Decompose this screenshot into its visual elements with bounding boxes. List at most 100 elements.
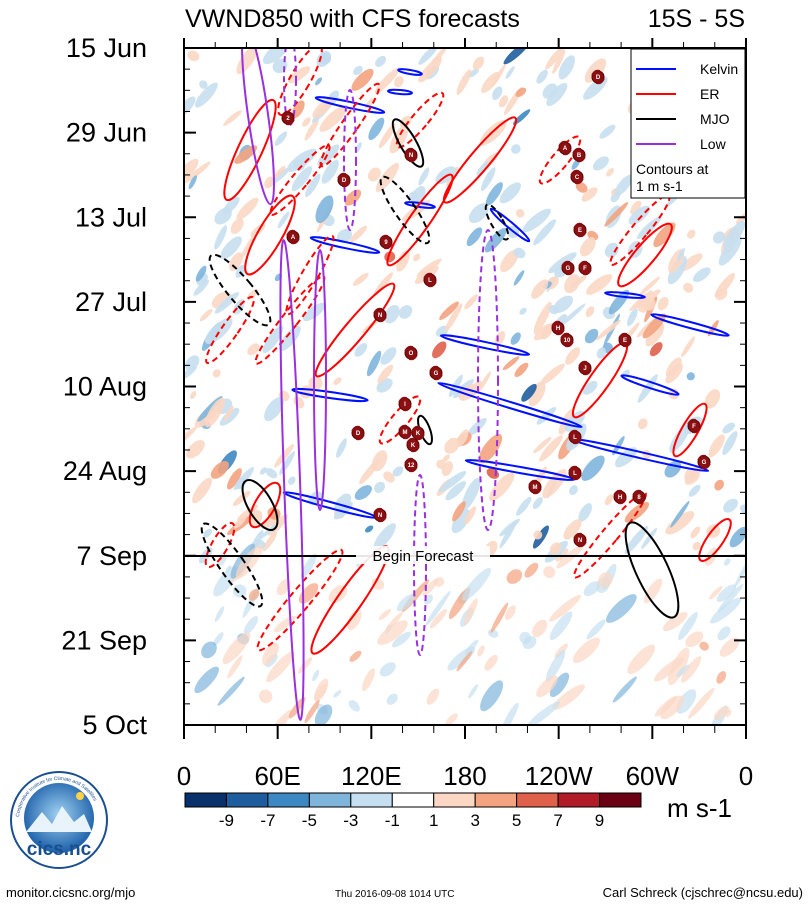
storm-label: C — [575, 175, 580, 181]
anomaly-blob — [676, 664, 691, 677]
anomaly-blob — [637, 374, 658, 403]
anomaly-blob — [585, 306, 595, 318]
storm-arm — [613, 489, 627, 505]
storm-label: D — [342, 178, 347, 184]
storm-label: N — [578, 538, 582, 544]
anomaly-blob — [480, 680, 504, 712]
contour-mjo — [391, 118, 425, 168]
storm-marker: L — [423, 272, 437, 288]
anomaly-blob — [662, 612, 688, 632]
anomaly-blob — [688, 484, 701, 497]
forecast-label-bg — [356, 546, 490, 564]
anomaly-blob — [670, 500, 690, 528]
anomaly-blob — [472, 56, 485, 70]
anomaly-blob — [232, 490, 251, 507]
anomaly-blob — [199, 80, 208, 89]
anomaly-blob — [485, 182, 503, 206]
forecast-label: Begin Forecast — [373, 548, 475, 565]
storm-arm — [337, 172, 351, 188]
anomaly-blob — [545, 48, 564, 70]
anomaly-blob — [653, 657, 684, 682]
anomaly-blob — [260, 524, 277, 539]
anomaly-blob — [316, 50, 332, 67]
anomaly-blob — [513, 270, 525, 286]
colorbar-label: -5 — [302, 811, 317, 830]
anomaly-blob — [505, 66, 515, 79]
anomaly-blob — [288, 66, 311, 84]
anomaly-blob — [201, 641, 217, 659]
anomaly-blob — [433, 48, 447, 64]
storm-marker: I — [398, 396, 412, 412]
anomaly-blob — [514, 362, 529, 377]
anomaly-blob — [230, 218, 244, 234]
anomaly-blob — [418, 57, 442, 83]
anomaly-blob — [549, 542, 562, 555]
anomaly-blob — [350, 225, 368, 243]
anomaly-blob — [722, 422, 736, 434]
legend-label-low: Low — [700, 136, 727, 152]
storm-marker: G — [561, 260, 575, 276]
anomaly-blob — [599, 124, 616, 139]
storm-marker: A — [286, 229, 300, 245]
anomaly-blob — [247, 343, 260, 356]
anomaly-blob — [304, 699, 320, 724]
anomaly-blob — [502, 356, 520, 371]
anomaly-blob — [516, 496, 532, 516]
anomaly-blob — [291, 166, 313, 192]
contour-mjo — [200, 522, 264, 608]
legend: Kelvin ER MJO Low Contours at 1 m s-1 — [630, 48, 746, 199]
anomaly-blob — [645, 323, 665, 347]
y-tick-label: 10 Aug — [63, 372, 147, 402]
anomaly-blob — [349, 650, 362, 662]
storm-marker: M — [398, 424, 412, 440]
anomaly-blob — [422, 578, 439, 597]
contour-low — [283, 48, 297, 126]
contour-er — [698, 518, 732, 562]
anomaly-blob — [464, 506, 477, 525]
anomaly-blob — [586, 274, 613, 295]
anomaly-blob — [438, 471, 467, 493]
y-tick-label: 21 Sep — [61, 625, 147, 655]
anomaly-blob — [214, 225, 228, 250]
contour-kelvin — [314, 96, 386, 114]
anomaly-blob — [266, 651, 295, 683]
storm-marker: E — [618, 332, 632, 348]
contour-kelvin — [650, 313, 730, 337]
anomaly-blob — [317, 144, 340, 167]
anomaly-blob — [532, 497, 543, 509]
anomaly-blob — [383, 471, 395, 483]
anomaly-blob — [193, 279, 209, 296]
anomaly-blob — [259, 467, 267, 475]
anomaly-blob — [515, 209, 525, 218]
anomaly-blob — [565, 347, 581, 365]
anomaly-blob — [380, 347, 397, 365]
storm-arm — [551, 320, 565, 336]
contour-er — [244, 194, 296, 276]
storm-arm — [561, 260, 575, 276]
anomaly-blob — [687, 687, 715, 719]
x-tick-label: 60E — [255, 761, 301, 791]
anomaly-blob — [513, 247, 526, 259]
storm-label: F — [692, 424, 696, 430]
colorbar-label: 7 — [553, 811, 562, 830]
anomaly-blob — [549, 611, 573, 641]
storm-marker: H — [551, 320, 565, 336]
anomaly-blob — [333, 690, 342, 698]
anomaly-blob — [444, 303, 463, 332]
storm-marker: N — [404, 147, 418, 163]
anomaly-blob — [464, 294, 478, 310]
storm-marker: F — [687, 418, 701, 434]
anomaly-blob — [456, 429, 469, 448]
anomaly-blob — [392, 466, 404, 477]
anomaly-blob — [248, 589, 260, 601]
anomaly-blob — [274, 131, 288, 146]
anomaly-blob — [723, 498, 738, 513]
colorbar-label: -1 — [385, 811, 400, 830]
x-tick-label: 120W — [525, 761, 593, 791]
anomaly-blob — [399, 115, 412, 128]
anomaly-blob — [528, 381, 546, 407]
colorbar-swatch — [391, 792, 435, 808]
anomaly-blob — [261, 517, 277, 529]
anomaly-blob — [217, 676, 245, 706]
storm-marker: K — [411, 425, 425, 441]
